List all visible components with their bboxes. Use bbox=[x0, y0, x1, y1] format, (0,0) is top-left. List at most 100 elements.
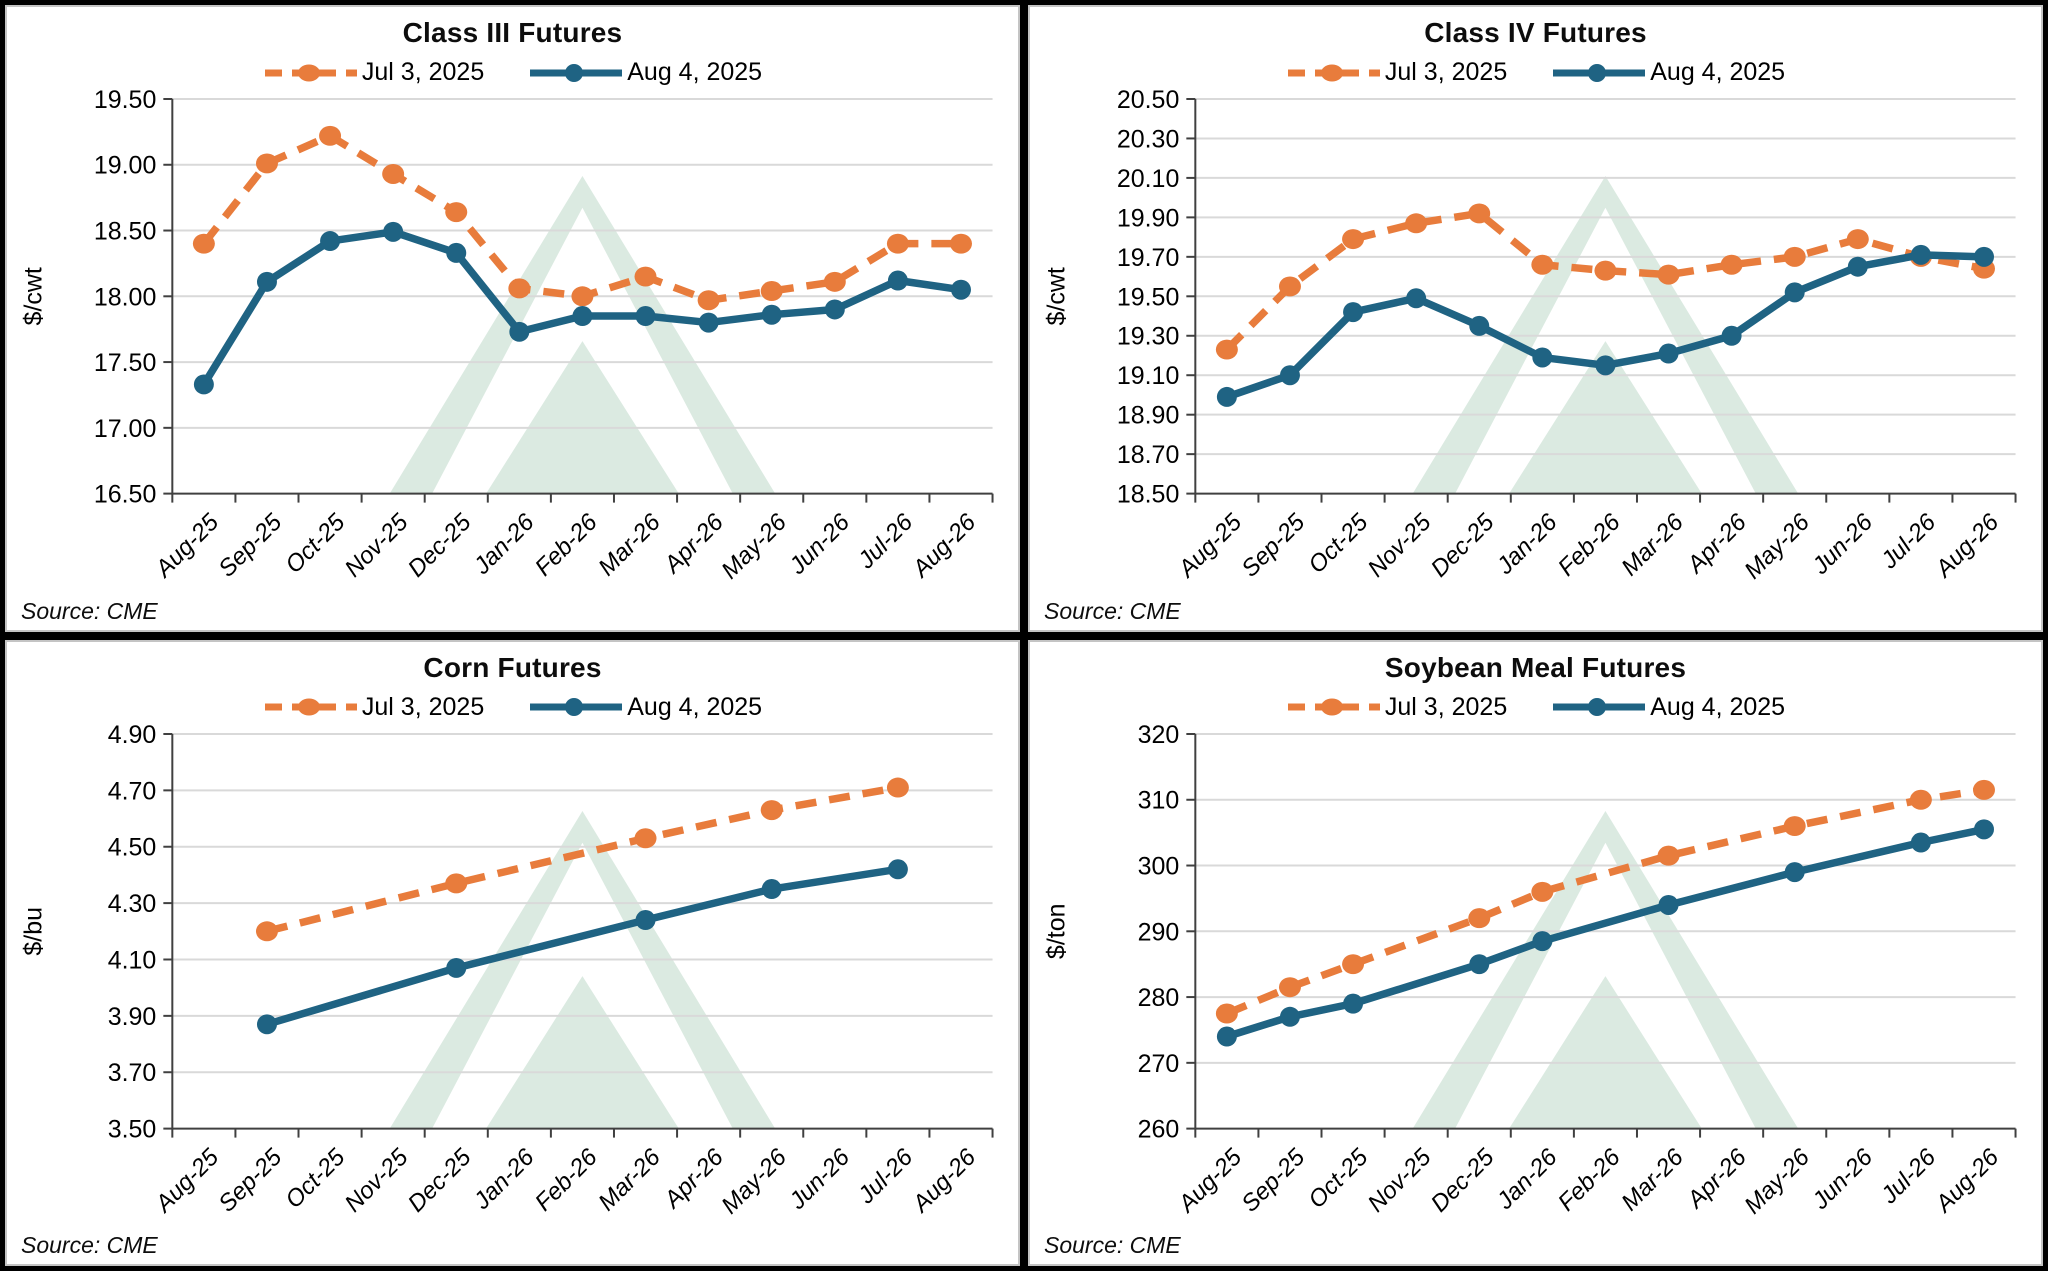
data-point-marker bbox=[509, 321, 530, 342]
data-point-marker bbox=[1469, 953, 1490, 974]
data-point-marker bbox=[1279, 365, 1300, 386]
data-point-marker bbox=[382, 163, 405, 184]
data-point-marker bbox=[1468, 907, 1491, 928]
x-tick-label: Apr-26 bbox=[658, 1143, 730, 1215]
dashed-line-swatch-icon bbox=[1287, 64, 1380, 81]
data-point-marker bbox=[1973, 779, 1995, 800]
x-tick-label: Feb-26 bbox=[530, 1143, 603, 1216]
source-note: Source: CME bbox=[21, 1232, 158, 1258]
y-tick-label: 320 bbox=[1138, 722, 1180, 749]
y-tick-label: 4.70 bbox=[108, 777, 157, 805]
y-tick-label: 19.50 bbox=[1117, 283, 1179, 311]
x-tick-label: Mar-26 bbox=[593, 508, 666, 581]
chart-title-corn: Corn Futures bbox=[423, 651, 602, 683]
y-tick-label: 18.00 bbox=[94, 283, 156, 311]
legend-class-iii: Jul 3, 2025 Aug 4, 2025 bbox=[7, 58, 1018, 87]
dashed-line-swatch-icon bbox=[264, 698, 357, 716]
data-point-marker bbox=[1720, 254, 1743, 275]
data-point-marker bbox=[1658, 343, 1679, 364]
legend-label-aug4: Aug 4, 2025 bbox=[1650, 692, 1786, 721]
x-tick-label: Oct-25 bbox=[1303, 1143, 1373, 1213]
data-point-marker bbox=[1531, 254, 1554, 275]
data-point-marker bbox=[634, 827, 657, 848]
data-point-marker bbox=[1405, 213, 1428, 234]
data-point-marker bbox=[1910, 244, 1931, 265]
data-point-marker bbox=[446, 242, 467, 263]
legend-item-aug4: Aug 4, 2025 bbox=[1551, 693, 1785, 722]
x-tick-label: Dec-25 bbox=[403, 508, 477, 582]
chart-canvas-soybean-meal: 260 270 280 290 300 310 320 Aug-25Sep-25Oct-25N… bbox=[1042, 722, 2017, 1219]
source-note: Source: CME bbox=[21, 597, 158, 624]
y-tick-label: 19.70 bbox=[1117, 244, 1179, 272]
data-point-marker bbox=[256, 271, 277, 292]
data-point-marker bbox=[634, 266, 657, 287]
data-point-marker bbox=[698, 312, 719, 333]
watermark-mountain-logo bbox=[486, 341, 679, 494]
x-tick-label: Aug-26 bbox=[1929, 1143, 2005, 1219]
legend-label-jul3: Jul 3, 2025 bbox=[361, 692, 485, 721]
data-point-marker bbox=[1468, 203, 1491, 224]
data-point-marker bbox=[383, 221, 404, 242]
panel-class-iv-futures: Class IV Futures Jul 3, 2025 Aug 4, 2025… bbox=[1028, 5, 2043, 632]
watermark-mountain-logo bbox=[1509, 975, 1702, 1129]
chart-canvas-class-iv: 18.50 18.70 18.90 19.10 19.30 19.50 19.70 19.90… bbox=[1042, 87, 2017, 584]
x-tick-label: Jan-26 bbox=[468, 1143, 540, 1215]
watermark-mountain-logo bbox=[1509, 341, 1702, 494]
x-tick-label: Nov-25 bbox=[1363, 508, 1437, 582]
x-tick-label: Nov-25 bbox=[340, 1143, 414, 1217]
panel-class-iii-futures: Class III Futures Jul 3, 2025 Aug 4, 202… bbox=[5, 5, 1020, 632]
x-tick-label: Nov-25 bbox=[1363, 1143, 1437, 1217]
y-tick-label: 18.70 bbox=[1117, 441, 1179, 469]
chart-title-class-iv: Class IV Futures bbox=[1424, 17, 1647, 48]
solid-line-swatch-icon bbox=[1553, 698, 1646, 716]
y-axis-title: $/bu bbox=[19, 906, 47, 955]
data-point-marker bbox=[1594, 260, 1617, 281]
x-tick-label: Mar-26 bbox=[1616, 508, 1689, 581]
data-point-marker bbox=[635, 909, 656, 930]
y-tick-label: 4.30 bbox=[108, 890, 157, 918]
data-point-marker bbox=[1974, 818, 1994, 839]
y-tick-label: 18.50 bbox=[94, 218, 156, 246]
data-point-marker bbox=[1215, 339, 1238, 360]
data-point-marker bbox=[1406, 288, 1427, 309]
x-tick-label: Dec-25 bbox=[1426, 1143, 1500, 1217]
x-tick-label: May-26 bbox=[1739, 1143, 1815, 1219]
x-tick-label: Nov-25 bbox=[340, 508, 414, 582]
x-tick-label: Sep-25 bbox=[213, 508, 287, 582]
data-point-marker bbox=[697, 290, 720, 311]
data-point-marker bbox=[886, 777, 909, 798]
data-point-marker bbox=[760, 281, 783, 302]
data-point-marker bbox=[887, 270, 908, 291]
data-point-marker bbox=[1657, 264, 1680, 285]
y-axis-title: $/ton bbox=[1042, 903, 1070, 959]
y-tick-label: 4.50 bbox=[108, 833, 157, 861]
x-tick-label: Jan-26 bbox=[468, 508, 540, 580]
data-point-marker bbox=[572, 306, 593, 327]
y-tick-label: 4.90 bbox=[108, 722, 157, 749]
y-tick-label: 19.30 bbox=[1117, 323, 1179, 351]
legend-label-aug4: Aug 4, 2025 bbox=[627, 58, 763, 86]
chart-canvas-class-iii: 16.50 17.00 17.50 18.00 18.50 19.00 19.50 Aug-2… bbox=[19, 87, 994, 584]
x-tick-label: May-26 bbox=[1739, 508, 1815, 584]
source-note: Source: CME bbox=[1044, 1232, 1181, 1258]
legend-corn: Jul 3, 2025 Aug 4, 2025 bbox=[7, 693, 1018, 722]
x-tick-label: May-26 bbox=[716, 508, 792, 584]
watermark-mountain-logo bbox=[486, 975, 679, 1129]
data-point-marker bbox=[571, 286, 594, 307]
data-point-marker bbox=[824, 299, 845, 320]
x-tick-label: Jun-26 bbox=[783, 1143, 855, 1215]
legend-item-aug4: Aug 4, 2025 bbox=[528, 58, 762, 87]
x-tick-label: Aug-25 bbox=[1172, 1143, 1248, 1219]
data-point-marker bbox=[320, 231, 341, 252]
data-point-marker bbox=[1658, 894, 1679, 915]
x-tick-label: Aug-26 bbox=[1929, 508, 2005, 584]
y-tick-label: 310 bbox=[1138, 786, 1180, 814]
legend-item-jul3: Jul 3, 2025 bbox=[1286, 58, 1507, 87]
data-point-marker bbox=[1342, 229, 1365, 250]
y-tick-label: 20.50 bbox=[1117, 87, 1179, 114]
data-point-marker bbox=[319, 125, 342, 146]
x-tick-label: Mar-26 bbox=[593, 1143, 666, 1216]
y-tick-label: 20.30 bbox=[1117, 125, 1179, 153]
data-point-marker bbox=[255, 153, 278, 174]
chart-area-soybean-meal: 260 270 280 290 300 310 320 Aug-25 Sep-25 Oct-25 N… bbox=[1030, 722, 2041, 1241]
